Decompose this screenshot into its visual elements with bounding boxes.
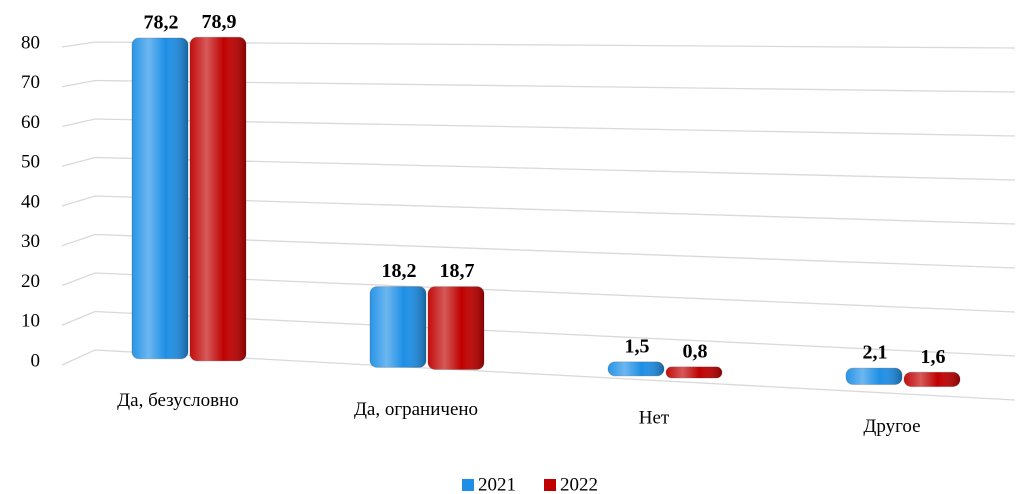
data-label: 18,7 bbox=[440, 260, 475, 282]
y-tick-label: 60 bbox=[21, 112, 40, 133]
grid-line bbox=[61, 195, 1016, 225]
grid-line bbox=[61, 349, 1016, 401]
bar-shine bbox=[608, 361, 664, 376]
x-tick-label: Да, ограничено bbox=[354, 399, 478, 420]
y-tick-label: 80 bbox=[21, 32, 40, 53]
grid-line bbox=[61, 233, 1016, 269]
bar-shine bbox=[846, 368, 902, 385]
grid-line bbox=[61, 272, 1016, 313]
x-tick-label: Нет bbox=[639, 407, 670, 428]
y-tick-label: 10 bbox=[21, 311, 40, 332]
bar-shine bbox=[666, 366, 722, 379]
grid-line bbox=[61, 118, 1016, 137]
data-label: 1,5 bbox=[625, 336, 650, 358]
bar-shine bbox=[428, 286, 484, 370]
y-tick-label: 30 bbox=[21, 231, 40, 252]
legend-label: 2021 bbox=[478, 474, 516, 494]
bar-shine bbox=[904, 372, 960, 387]
data-label: 0,8 bbox=[683, 340, 708, 362]
data-label: 18,2 bbox=[382, 260, 417, 282]
data-label: 1,6 bbox=[921, 346, 946, 368]
data-label: 2,1 bbox=[863, 342, 888, 364]
legend-swatch bbox=[544, 479, 556, 491]
y-tick-label: 40 bbox=[21, 191, 40, 212]
x-tick-label: Да, безусловно bbox=[117, 390, 239, 411]
bar-shine bbox=[370, 286, 426, 368]
bar-shine bbox=[132, 37, 188, 359]
bar-shine bbox=[190, 37, 246, 361]
grid-line bbox=[61, 310, 1016, 357]
grid-line bbox=[61, 156, 1016, 181]
legend-label: 2022 bbox=[560, 474, 598, 494]
x-tick-label: Другое bbox=[863, 416, 920, 437]
grid-line bbox=[61, 79, 1016, 93]
data-label: 78,9 bbox=[202, 11, 237, 33]
data-label: 78,2 bbox=[144, 12, 179, 34]
y-tick-label: 70 bbox=[21, 72, 40, 93]
y-tick-label: 50 bbox=[21, 152, 40, 173]
grid-line bbox=[61, 41, 1016, 49]
y-tick-label: 20 bbox=[21, 271, 40, 292]
legend-swatch bbox=[462, 479, 474, 491]
y-tick-label: 0 bbox=[31, 350, 41, 371]
